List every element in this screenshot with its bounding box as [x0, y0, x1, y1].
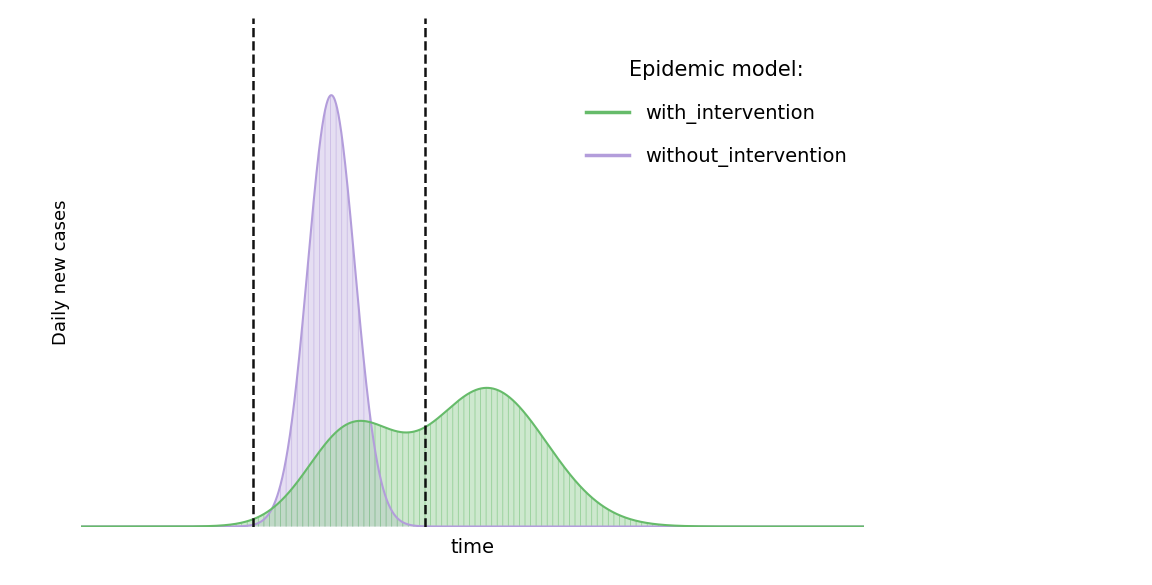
Y-axis label: Daily new cases: Daily new cases [52, 199, 69, 345]
Legend: with_intervention, without_intervention: with_intervention, without_intervention [578, 53, 855, 175]
X-axis label: time: time [450, 538, 494, 556]
